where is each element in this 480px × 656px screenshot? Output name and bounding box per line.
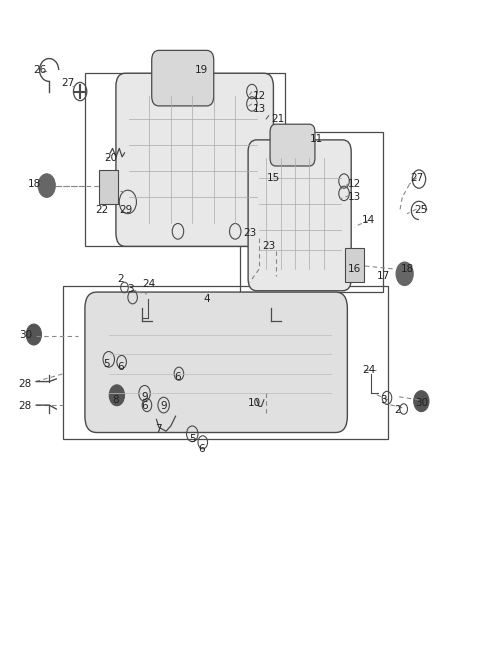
- Text: 28: 28: [19, 379, 32, 388]
- Bar: [63, 285, 388, 439]
- Text: 9: 9: [141, 392, 148, 401]
- Text: 3: 3: [127, 284, 133, 294]
- Text: 26: 26: [33, 65, 46, 75]
- Bar: [85, 73, 285, 247]
- Text: 8: 8: [113, 395, 119, 405]
- Text: 16: 16: [348, 264, 361, 274]
- Text: 4: 4: [204, 294, 210, 304]
- Text: 27: 27: [410, 173, 423, 183]
- Text: 6: 6: [118, 362, 124, 372]
- Text: 7: 7: [156, 424, 162, 434]
- FancyBboxPatch shape: [85, 292, 348, 432]
- Circle shape: [414, 391, 429, 411]
- Text: 22: 22: [95, 205, 108, 215]
- Text: 30: 30: [415, 398, 428, 408]
- Circle shape: [38, 174, 55, 197]
- Text: 2: 2: [118, 274, 124, 284]
- Text: 3: 3: [380, 395, 386, 405]
- Text: 24: 24: [362, 365, 375, 375]
- Text: 9: 9: [160, 401, 167, 411]
- Text: 15: 15: [267, 173, 280, 183]
- Text: 6: 6: [141, 401, 148, 411]
- Text: 18: 18: [400, 264, 414, 274]
- Text: 24: 24: [143, 279, 156, 289]
- Text: 28: 28: [19, 401, 32, 411]
- Text: 5: 5: [103, 359, 110, 369]
- Text: 29: 29: [119, 205, 132, 215]
- Text: 21: 21: [272, 114, 285, 124]
- Circle shape: [109, 385, 124, 405]
- Bar: [240, 132, 383, 292]
- Text: 12: 12: [348, 179, 361, 190]
- Text: 23: 23: [243, 228, 256, 238]
- Circle shape: [396, 262, 413, 285]
- FancyBboxPatch shape: [116, 73, 274, 247]
- FancyBboxPatch shape: [248, 140, 351, 291]
- Text: 6: 6: [199, 444, 205, 454]
- Circle shape: [26, 324, 41, 345]
- Text: 11: 11: [310, 134, 323, 144]
- FancyBboxPatch shape: [270, 124, 315, 166]
- Text: 14: 14: [362, 215, 375, 225]
- Text: 30: 30: [19, 329, 32, 340]
- Bar: [345, 249, 364, 282]
- Text: 23: 23: [262, 241, 275, 251]
- Text: 13: 13: [252, 104, 266, 114]
- Bar: [99, 170, 118, 204]
- Text: 10: 10: [248, 398, 261, 408]
- Text: 6: 6: [175, 372, 181, 382]
- Text: 5: 5: [189, 434, 195, 444]
- FancyBboxPatch shape: [152, 51, 214, 106]
- Text: 2: 2: [394, 405, 401, 415]
- Text: 17: 17: [376, 271, 390, 281]
- Text: 25: 25: [415, 205, 428, 215]
- Text: 19: 19: [195, 65, 208, 75]
- Text: 13: 13: [348, 192, 361, 202]
- Text: 12: 12: [252, 91, 266, 101]
- Text: 18: 18: [28, 179, 41, 190]
- Text: 20: 20: [105, 153, 118, 163]
- Text: 27: 27: [61, 78, 75, 88]
